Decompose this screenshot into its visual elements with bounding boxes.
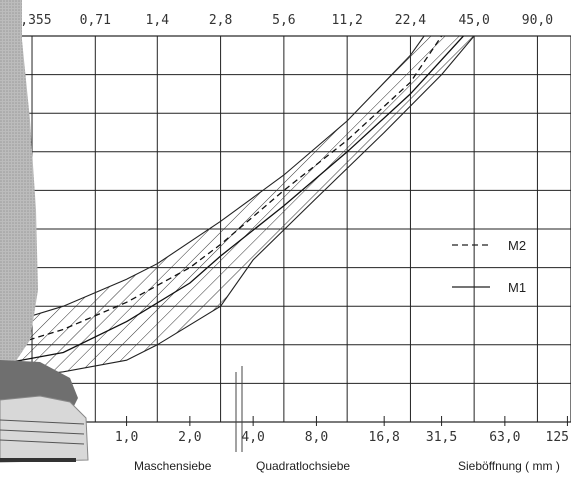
photo-overlay bbox=[0, 0, 89, 463]
bottom-tick-label: 1,0 bbox=[115, 430, 138, 445]
caption-quadratlochsiebe: Quadratlochsiebe bbox=[256, 459, 350, 473]
legend-m2-label: M2 bbox=[508, 238, 526, 253]
legend: M2 M1 bbox=[452, 238, 526, 295]
bottom-tick-label: 4,0 bbox=[241, 430, 264, 445]
bottom-tick-label: 2,0 bbox=[178, 430, 201, 445]
top-tick-label: 5,6 bbox=[272, 13, 295, 28]
legend-m1-label: M1 bbox=[508, 280, 526, 295]
plot-frame bbox=[0, 35, 571, 423]
top-tick-label: 45,0 bbox=[458, 13, 489, 28]
sieve-group-captions: Maschensiebe Quadratlochsiebe Sieböffnun… bbox=[134, 366, 560, 473]
top-tick-label: 90,0 bbox=[522, 13, 553, 28]
series-line-m1 bbox=[0, 36, 464, 365]
bottom-tick-label: 63,0 bbox=[489, 430, 520, 445]
tolerance-band bbox=[0, 36, 475, 381]
x-axis-label: Sieböffnung ( mm ) bbox=[458, 459, 560, 473]
top-tick-labels: 0,355 0,71 1,4 2,8 5,6 11,2 22,4 45,0 90,0 bbox=[12, 13, 553, 28]
top-tick-label: 0,71 bbox=[80, 13, 111, 28]
series-lines bbox=[0, 36, 464, 365]
caption-maschensiebe: Maschensiebe bbox=[134, 459, 212, 473]
top-tick-label: 0,355 bbox=[12, 13, 51, 28]
band-area bbox=[0, 36, 475, 381]
bottom-tick-label: 16,8 bbox=[369, 430, 400, 445]
bottom-tick-labels: 1,0 2,0 4,0 8,0 16,8 31,5 63,0 125 bbox=[115, 430, 569, 445]
bottom-tick-label: 8,0 bbox=[305, 430, 328, 445]
bottom-tick-label: 125 bbox=[546, 430, 569, 445]
series-line-m2 bbox=[0, 36, 443, 350]
top-tick-label: 22,4 bbox=[395, 13, 426, 28]
top-tick-label: 1,4 bbox=[146, 13, 170, 28]
bottom-tick-label: 31,5 bbox=[426, 430, 457, 445]
top-tick-label: 2,8 bbox=[209, 13, 232, 28]
top-tick-label: 11,2 bbox=[332, 13, 363, 28]
